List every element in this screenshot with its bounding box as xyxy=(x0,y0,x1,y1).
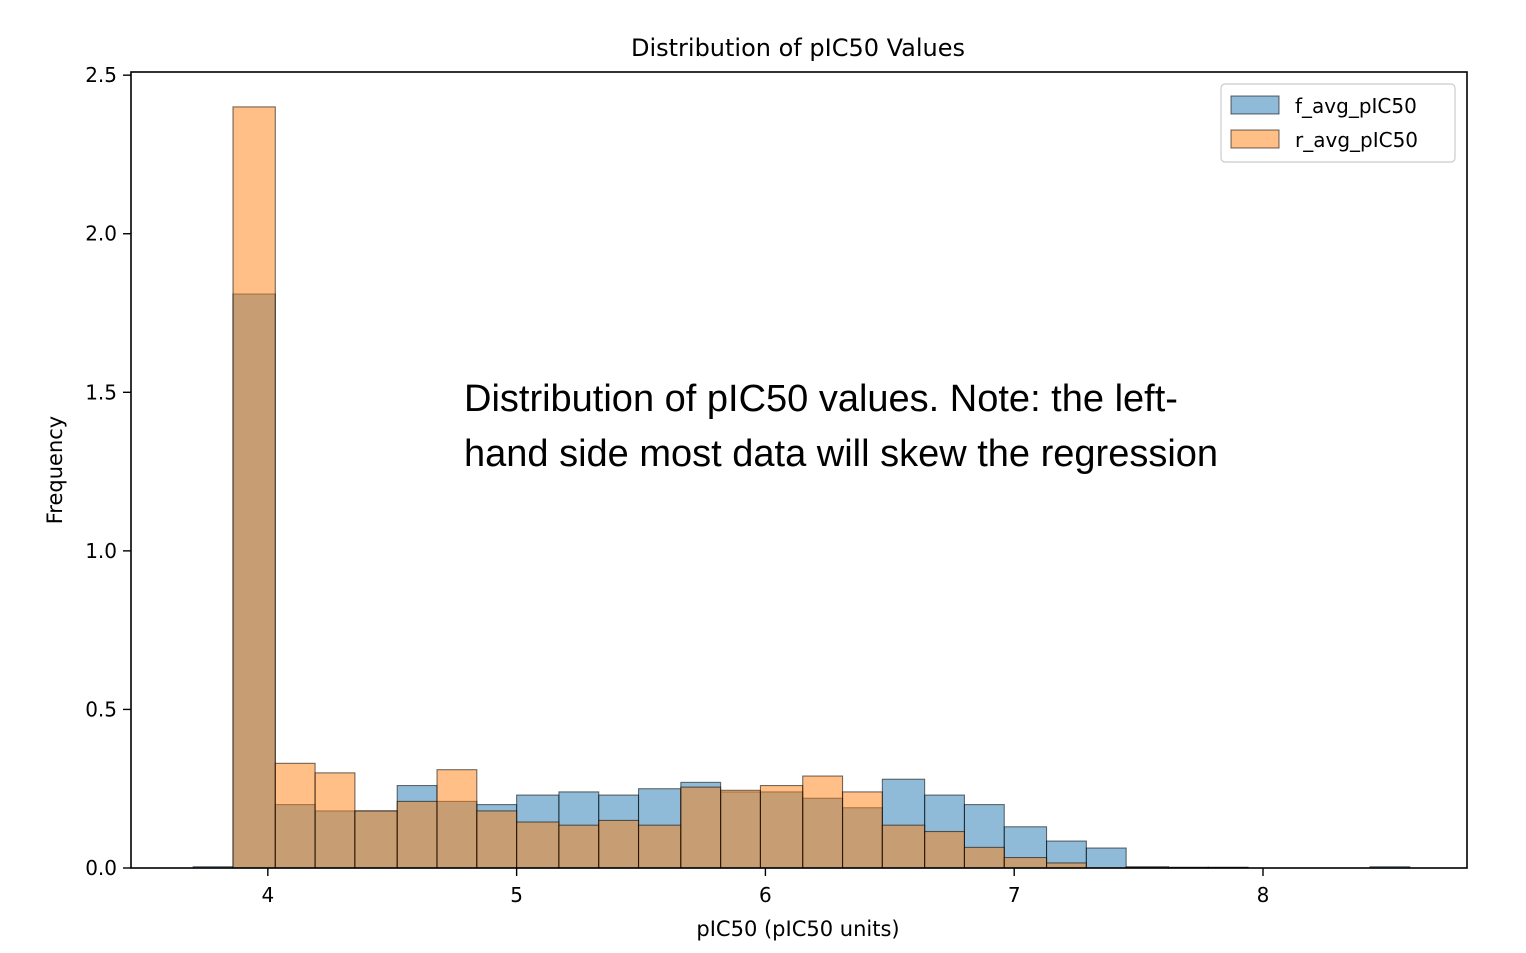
bar-r_avg_pIC50-14 xyxy=(802,775,844,869)
legend-label-r_avg_pIC50: r_avg_pIC50 xyxy=(1295,128,1418,152)
bar-r_avg_pIC50-6 xyxy=(476,810,518,869)
annotation-text: Distribution of pIC50 values. Note: the … xyxy=(464,378,1219,475)
legend: f_avg_pIC50 r_avg_pIC50 xyxy=(1220,83,1456,163)
y-tick-label-5: 2.5 xyxy=(85,63,117,87)
bar-r_avg_pIC50-10 xyxy=(637,824,682,869)
bar-r_avg_pIC50-17 xyxy=(924,830,965,869)
bar-r_avg_pIC50-0 xyxy=(232,106,276,869)
bar-r_avg_pIC50-8 xyxy=(558,824,600,869)
plot-frame xyxy=(130,71,1468,869)
y-axis: 0.0 0.5 1.0 1.5 2.0 2.5 xyxy=(85,63,131,880)
y-tick-label-4: 2.0 xyxy=(85,222,117,246)
x-tick-label-1: 5 xyxy=(510,883,523,907)
bar-r_avg_pIC50-16 xyxy=(881,824,926,869)
bar-f_avg_pIC50-22 xyxy=(1085,847,1127,869)
y-axis-label: Frequency xyxy=(43,416,67,525)
bar-r_avg_pIC50-5 xyxy=(436,769,478,869)
bar-r_avg_pIC50-3 xyxy=(354,810,398,869)
bar-r_avg_pIC50-19 xyxy=(1003,856,1048,869)
x-tick-label-3: 7 xyxy=(1008,883,1021,907)
bar-r_avg_pIC50-2 xyxy=(314,772,356,869)
bar-r_avg_pIC50-4 xyxy=(396,800,438,869)
legend-label-f_avg_pIC50: f_avg_pIC50 xyxy=(1295,94,1417,118)
bar-r_avg_pIC50-13 xyxy=(759,784,804,869)
x-tick-label-4: 8 xyxy=(1257,883,1270,907)
bar-r_avg_pIC50-7 xyxy=(516,821,560,869)
y-tick-label-3: 1.5 xyxy=(85,380,117,404)
bar-r_avg_pIC50-18 xyxy=(963,846,1005,869)
y-tick-label-1: 0.5 xyxy=(85,697,117,721)
bar-r_avg_pIC50-11 xyxy=(680,786,722,869)
bar-r_avg_pIC50-1 xyxy=(274,762,316,869)
legend-swatch-f_avg_pIC50 xyxy=(1230,95,1280,115)
x-axis: 4 5 6 7 8 xyxy=(261,868,1269,907)
y-tick-label-2: 1.0 xyxy=(85,539,117,563)
x-tick-label-0: 4 xyxy=(261,883,274,907)
legend-swatch-r_avg_pIC50 xyxy=(1230,129,1280,149)
chart-title: Distribution of pIC50 Values xyxy=(631,34,965,62)
bar-r_avg_pIC50-9 xyxy=(598,819,640,869)
bar-r_avg_pIC50-12 xyxy=(720,789,761,869)
bar-r_avg_pIC50-15 xyxy=(841,791,883,869)
bars-layer xyxy=(192,106,1411,869)
y-tick-label-0: 0.0 xyxy=(85,856,117,880)
x-tick-label-2: 6 xyxy=(759,883,772,907)
x-axis-label: pIC50 (pIC50 units) xyxy=(696,917,899,941)
